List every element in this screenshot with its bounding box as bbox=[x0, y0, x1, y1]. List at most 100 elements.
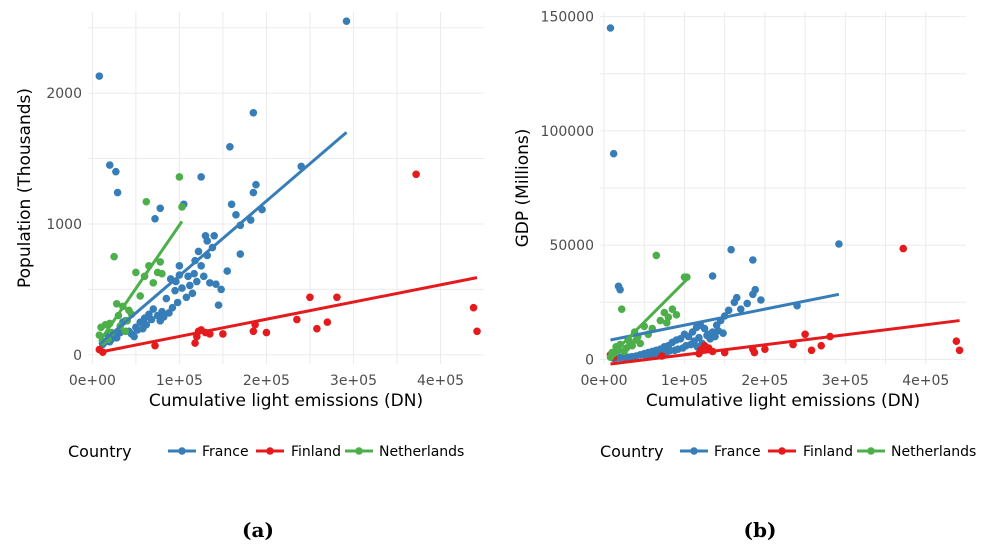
point-france bbox=[199, 272, 208, 281]
point-france bbox=[708, 272, 717, 280]
point-netherlands bbox=[636, 339, 645, 348]
point-france bbox=[130, 332, 138, 341]
point-finland bbox=[151, 341, 159, 350]
point-france bbox=[212, 280, 220, 288]
point-netherlands bbox=[175, 173, 184, 181]
point-france bbox=[749, 256, 757, 264]
x-tick-label: 1e+05 bbox=[156, 373, 203, 389]
point-france bbox=[192, 277, 201, 286]
point-finland bbox=[955, 346, 964, 355]
trend-line-finland bbox=[99, 276, 478, 354]
legend-label-france: France bbox=[202, 444, 249, 460]
point-netherlands bbox=[112, 300, 121, 308]
point-france bbox=[171, 286, 179, 295]
point-france bbox=[249, 188, 258, 197]
point-finland bbox=[323, 318, 332, 326]
y-axis-title: Population (Thousands) bbox=[15, 88, 35, 288]
point-france bbox=[223, 267, 232, 275]
point-france bbox=[206, 279, 214, 287]
point-france bbox=[151, 214, 159, 223]
point-finland bbox=[293, 315, 301, 324]
x-tick-label: 4e+05 bbox=[417, 373, 464, 389]
point-france bbox=[835, 240, 843, 248]
point-france bbox=[252, 180, 260, 189]
legend-key-point-france bbox=[178, 447, 186, 455]
point-finland bbox=[262, 328, 271, 337]
point-france bbox=[186, 281, 194, 290]
point-france bbox=[712, 321, 721, 329]
point-finland bbox=[750, 348, 759, 357]
point-france bbox=[232, 211, 240, 219]
point-france bbox=[214, 301, 223, 309]
legend-label-france: France bbox=[714, 444, 761, 460]
y-tick-label: 150000 bbox=[541, 10, 594, 26]
point-france bbox=[184, 272, 192, 281]
y-tick-label: 100000 bbox=[541, 124, 594, 140]
trend-line-finland bbox=[610, 319, 960, 366]
panel-a: 0e+00 1e+05 2e+05 3e+05 4e+05 0 1000 2000 Cumula… bbox=[15, 12, 484, 542]
point-netherlands bbox=[136, 292, 145, 300]
legend-label-finland: Finland bbox=[291, 444, 341, 460]
trend-line-netherlands bbox=[98, 220, 184, 343]
trend-line-france bbox=[98, 131, 348, 346]
point-france bbox=[227, 200, 236, 209]
x-tick-label: 2e+05 bbox=[741, 373, 788, 389]
legend-key-point-finland bbox=[778, 447, 786, 455]
y-tick-label: 1000 bbox=[46, 217, 82, 233]
y-tick-label: 50000 bbox=[549, 238, 594, 254]
point-france bbox=[743, 299, 752, 308]
point-france bbox=[217, 285, 225, 294]
point-france bbox=[105, 161, 114, 169]
point-netherlands bbox=[662, 319, 671, 327]
point-finland bbox=[899, 244, 908, 253]
point-france bbox=[147, 315, 156, 324]
point-france bbox=[190, 269, 198, 278]
legend-label-finland: Finland bbox=[803, 444, 853, 460]
x-tick-label: 3e+05 bbox=[822, 373, 869, 389]
legend-label-netherlands: Netherlands bbox=[891, 444, 976, 460]
point-france bbox=[724, 306, 733, 315]
point-finland bbox=[249, 327, 258, 336]
x-tick-label: 3e+05 bbox=[330, 373, 377, 389]
point-finland bbox=[412, 170, 420, 179]
point-netherlands bbox=[617, 305, 626, 313]
point-finland bbox=[306, 293, 314, 302]
point-france bbox=[136, 318, 145, 326]
point-france bbox=[226, 142, 234, 151]
point-finland bbox=[473, 327, 481, 336]
point-france bbox=[727, 245, 735, 254]
point-france bbox=[236, 250, 245, 258]
point-finland bbox=[801, 330, 809, 339]
point-france bbox=[606, 24, 615, 32]
point-netherlands bbox=[121, 327, 130, 336]
point-netherlands bbox=[156, 258, 165, 266]
point-france bbox=[162, 294, 171, 303]
point-netherlands bbox=[656, 316, 665, 325]
point-france bbox=[178, 284, 186, 292]
panel-caption: (b) bbox=[744, 518, 777, 542]
point-netherlands bbox=[652, 251, 661, 260]
point-netherlands bbox=[110, 252, 118, 261]
point-netherlands bbox=[142, 197, 151, 206]
y-tick-label: 0 bbox=[585, 352, 594, 368]
x-tick-label: 1e+05 bbox=[661, 373, 708, 389]
point-france bbox=[609, 149, 618, 158]
point-france bbox=[188, 289, 197, 298]
point-netherlands bbox=[668, 305, 677, 313]
point-finland bbox=[761, 345, 769, 353]
point-france bbox=[203, 237, 212, 245]
point-finland bbox=[313, 324, 321, 333]
point-france bbox=[210, 231, 218, 240]
point-france bbox=[246, 216, 255, 224]
point-france bbox=[342, 17, 351, 25]
point-france bbox=[719, 329, 727, 337]
point-netherlands bbox=[149, 279, 158, 287]
trend-line-france bbox=[610, 292, 840, 342]
point-finland bbox=[191, 339, 199, 347]
point-france bbox=[149, 305, 158, 313]
y-tick-label: 0 bbox=[73, 348, 82, 364]
point-france bbox=[249, 108, 258, 117]
point-france bbox=[95, 72, 104, 80]
point-france bbox=[730, 298, 739, 307]
